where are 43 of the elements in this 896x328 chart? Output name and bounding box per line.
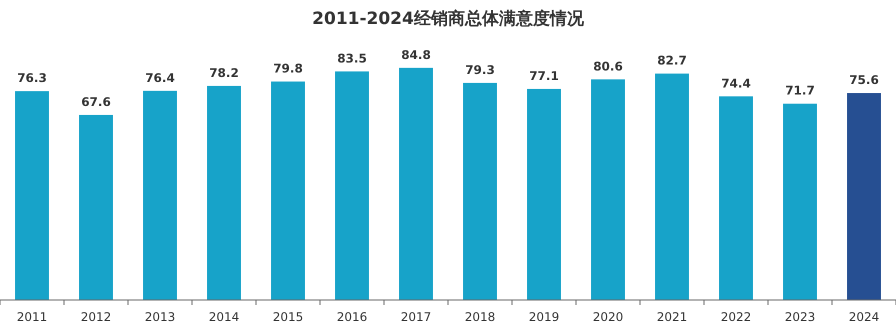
x-tick-label: 2016 [336,310,368,324]
bar [399,68,433,300]
data-label: 80.6 [593,59,623,74]
data-label: 78.2 [209,66,239,80]
x-tick-label: 2017 [400,310,432,324]
bar [15,91,49,300]
bar [143,90,177,300]
x-tick-label: 2014 [208,310,240,324]
x-tick-label: 2023 [784,310,816,324]
x-tick-label: 2021 [656,310,688,324]
x-tick-label: 2024 [848,310,880,324]
data-label: 67.6 [81,94,111,109]
bar [591,79,625,300]
x-tick-label: 2011 [16,310,48,324]
bar [719,96,753,300]
data-label: 84.8 [401,48,431,62]
bar [463,82,497,300]
bar [655,74,689,300]
data-label: 82.7 [657,54,687,68]
bar [527,88,561,300]
data-label: 76.4 [145,70,175,85]
data-label: 79.8 [273,62,303,76]
bar [207,86,241,300]
data-label: 71.7 [785,84,815,98]
data-label: 74.4 [721,76,751,90]
data-label: 77.1 [529,68,559,83]
bar [847,93,881,300]
data-label: 79.3 [465,62,495,77]
chart-title: 2011-2024经销商总体满意度情况 [312,9,585,29]
x-tick-label: 2019 [528,310,560,324]
data-label: 83.5 [337,51,367,66]
data-label: 75.6 [849,73,879,88]
x-tick-label: 2020 [592,310,624,324]
bar [335,71,369,300]
x-tick-label: 2018 [464,310,496,324]
data-label: 76.3 [17,71,47,86]
bar [783,104,817,300]
x-tick-label: 2015 [272,310,304,324]
x-tick-label: 2013 [144,310,176,324]
x-tick-label: 2012 [80,310,112,324]
x-tick-label: 2022 [720,310,752,324]
bar [271,82,305,300]
bar [79,114,113,300]
